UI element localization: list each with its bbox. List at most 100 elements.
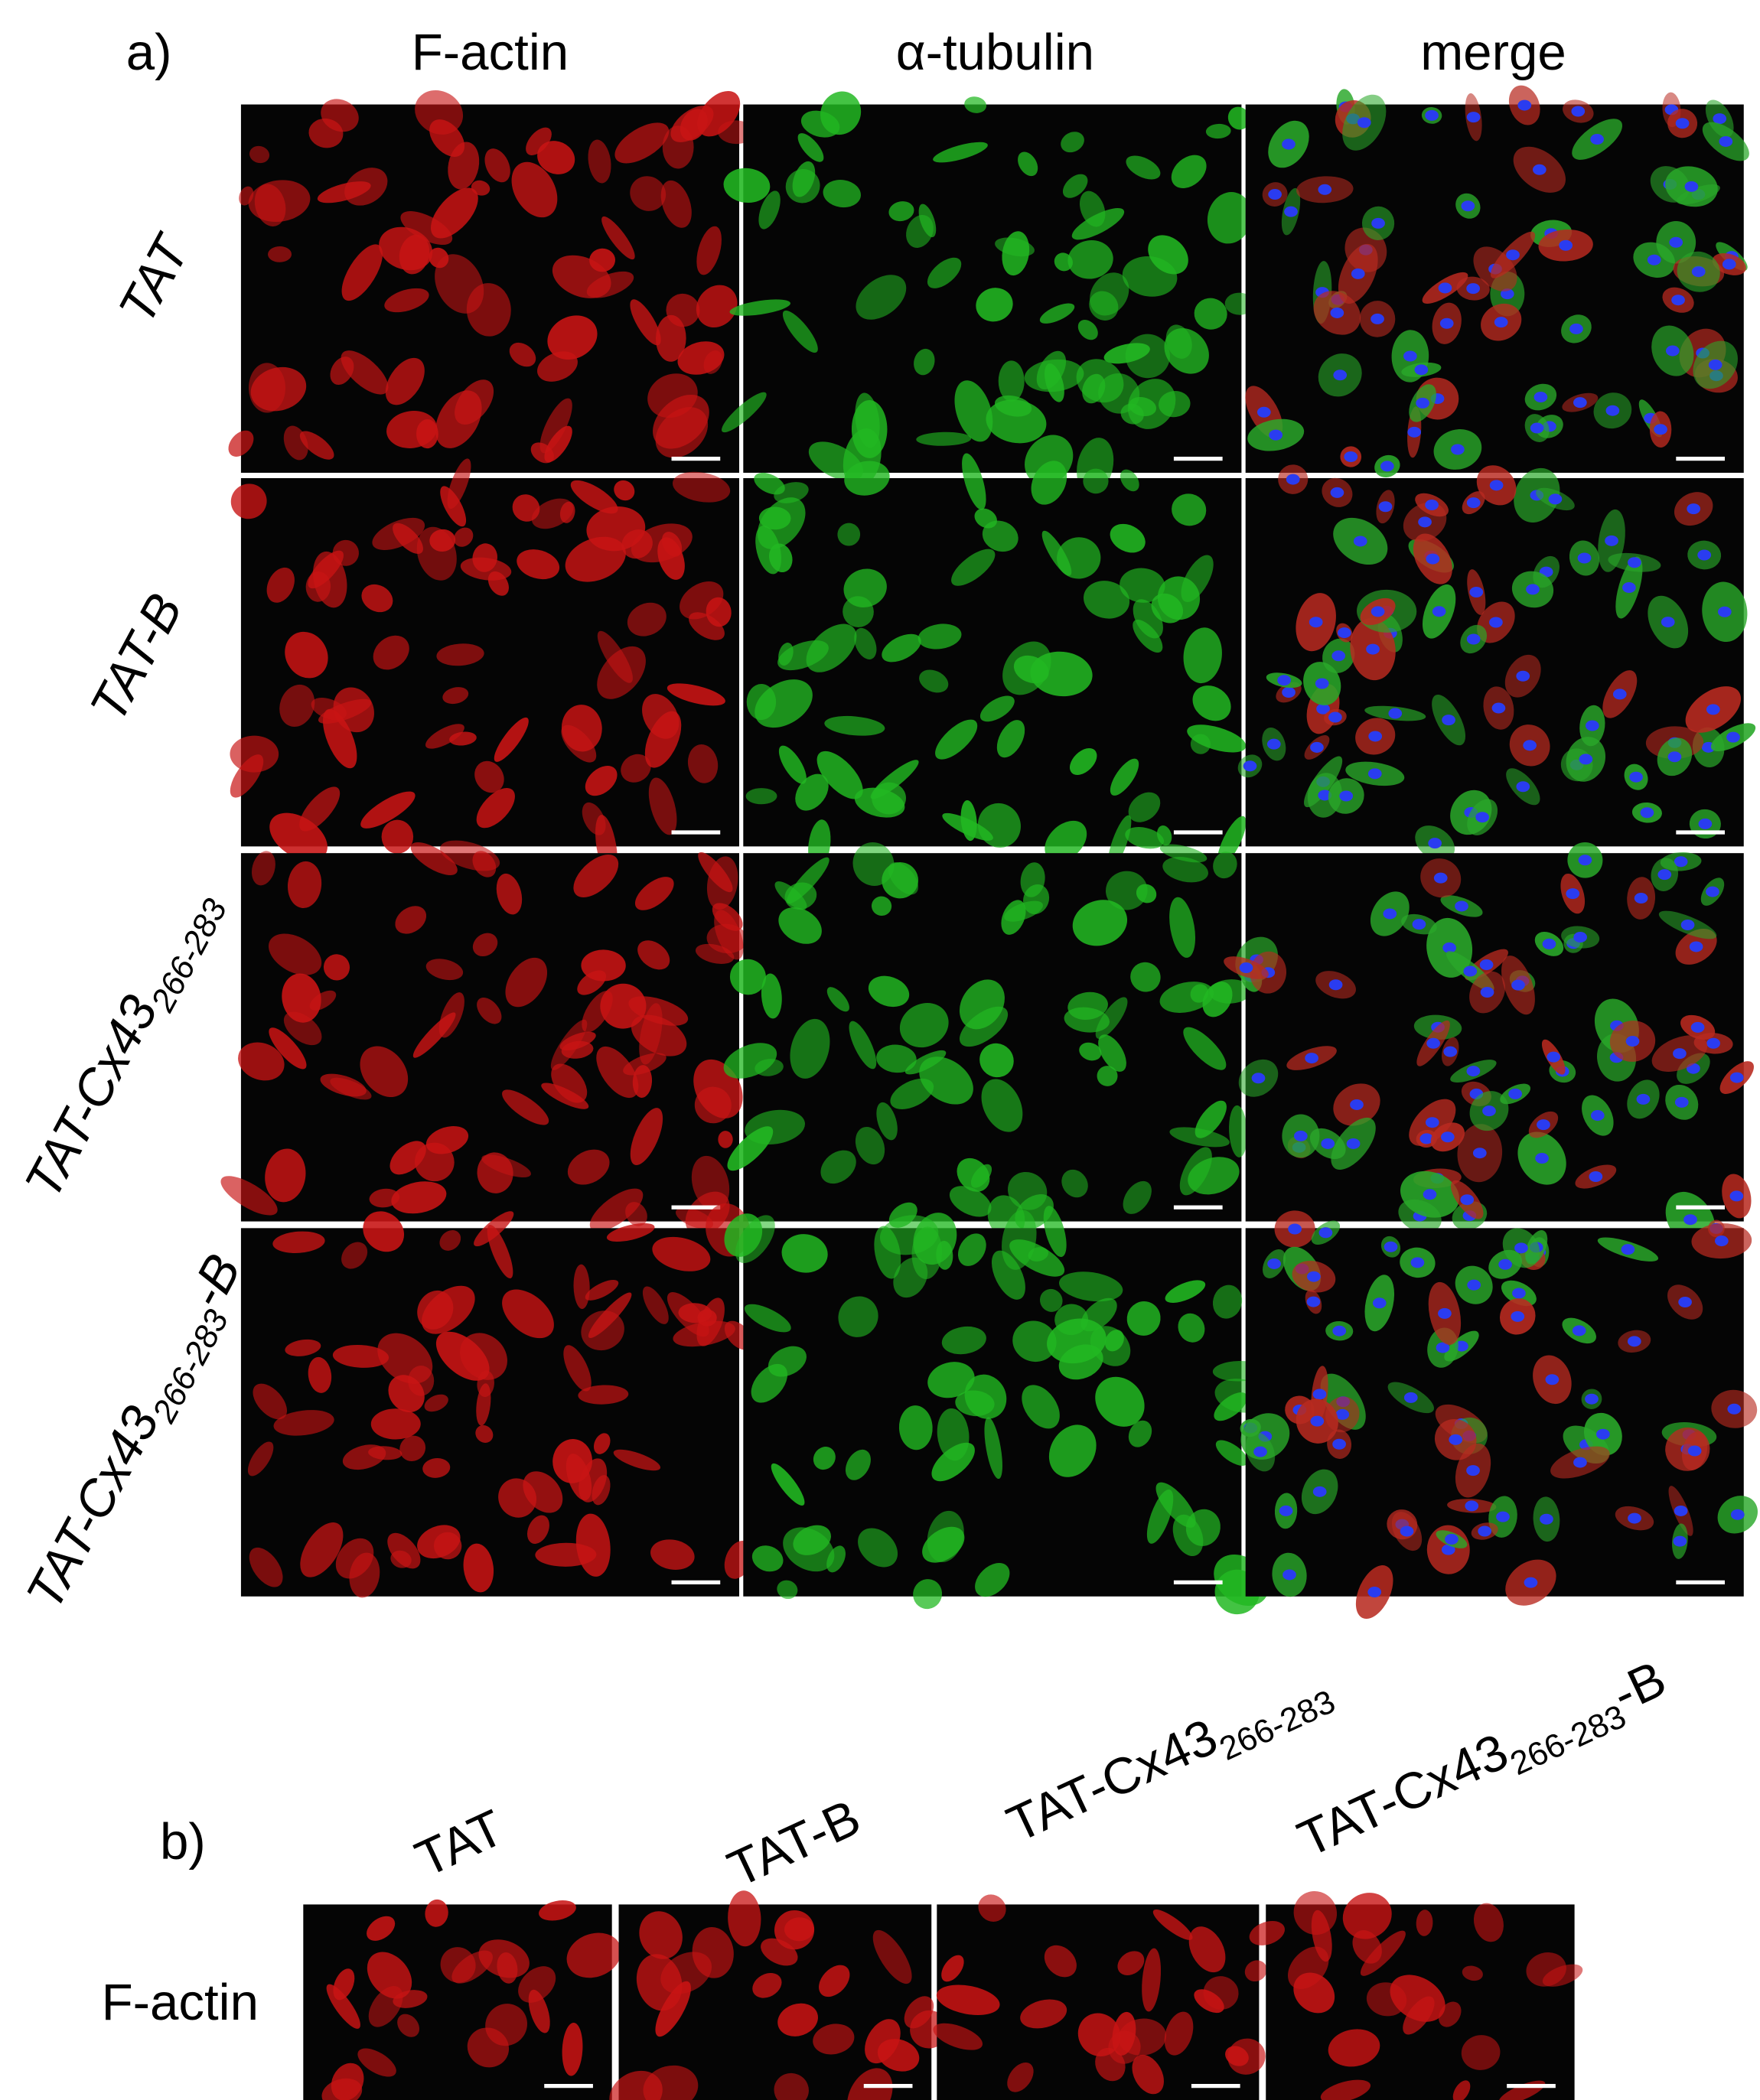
cell [526,127,552,156]
cell [1190,984,1209,1003]
cell [563,1345,592,1392]
nucleus [1514,1242,1528,1254]
nucleus [1512,1288,1526,1299]
cell [453,527,474,547]
nucleus [1438,1307,1452,1319]
cell [586,271,634,298]
cell [823,180,861,208]
nucleus [1350,1099,1364,1110]
cell [373,635,409,670]
cell [1108,2030,1141,2064]
nucleus [1403,1392,1418,1403]
nucleus [1309,617,1323,628]
cell [422,1457,451,1478]
cell [899,1003,949,1048]
label-main: TAT-Cx43 [999,1708,1226,1854]
nucleus [1286,474,1300,485]
cell [442,687,469,705]
cell [1155,1482,1196,1528]
nucleus [1346,1138,1361,1149]
nucleus [1466,633,1481,645]
cell [1079,1042,1102,1061]
cell [1142,1948,1162,2012]
cell [918,203,937,238]
label: TAT-Cx43266-283 [999,1657,1341,1862]
cell [1002,641,1051,695]
nucleus [1684,181,1699,192]
nucleus [1657,869,1672,881]
cell [1031,461,1067,505]
nucleus [1328,711,1342,723]
cell [777,2003,818,2037]
nucleus [1571,106,1586,117]
cell [539,398,572,454]
cell [1187,724,1247,753]
cell [335,1538,374,1579]
cell [820,1150,856,1184]
nucleus [1634,893,1648,904]
cell [391,1181,447,1214]
label: TAT-B [79,584,194,731]
nucleus [1511,979,1525,991]
cell [845,1449,871,1480]
cell [1203,1976,1239,2010]
cell [415,90,464,135]
scale-bar [1676,456,1725,461]
cell [570,480,618,514]
cell [494,717,529,762]
cell [1128,792,1161,822]
cell [606,1223,655,1242]
nucleus [1717,606,1732,617]
cell [1293,1890,1338,1936]
cell [984,1417,1002,1480]
cell [976,288,1013,322]
nucleus [1269,429,1283,441]
cell [761,973,782,1019]
nucleus [1726,731,1740,743]
label: TAT-Cx43266-283 [14,879,234,1211]
micrograph [240,1203,753,1598]
cell [996,720,1025,758]
nucleus [1426,1037,1440,1049]
cell [285,1339,321,1356]
cell [342,1444,386,1470]
cell [824,715,885,736]
cell [459,1333,507,1380]
nucleus [1674,1505,1688,1516]
cell [562,2023,583,2076]
nucleus [1687,503,1701,515]
nucleus [1432,606,1446,617]
nucleus [1516,781,1530,793]
nucleus [1730,1509,1745,1520]
cell [1132,2054,1164,2095]
nucleus [1277,675,1291,686]
cell [1047,1318,1107,1364]
cell [755,679,813,728]
cell [609,2070,663,2100]
cell [632,1065,653,1098]
cell [1036,350,1067,390]
nucleus [1335,1408,1350,1420]
cell [265,1148,306,1203]
cell [777,640,829,671]
nucleus [1366,643,1380,655]
nucleus [1590,134,1604,145]
nucleus [1284,206,1298,217]
cell [986,399,1047,444]
nucleus [1378,501,1393,513]
cell [585,1279,619,1301]
nucleus [1590,1110,1605,1122]
cell [819,1965,850,1997]
nucleus [1506,249,1520,261]
cell [1207,192,1253,244]
cell [433,1532,462,1560]
cell [1001,900,1026,935]
cell [964,96,987,113]
label-main: TAT [107,225,201,333]
cell [666,293,700,327]
cell [1110,758,1139,796]
nucleus [1294,1130,1308,1141]
nucleus [1665,345,1680,357]
nucleus [1371,606,1385,617]
cell [729,299,790,316]
